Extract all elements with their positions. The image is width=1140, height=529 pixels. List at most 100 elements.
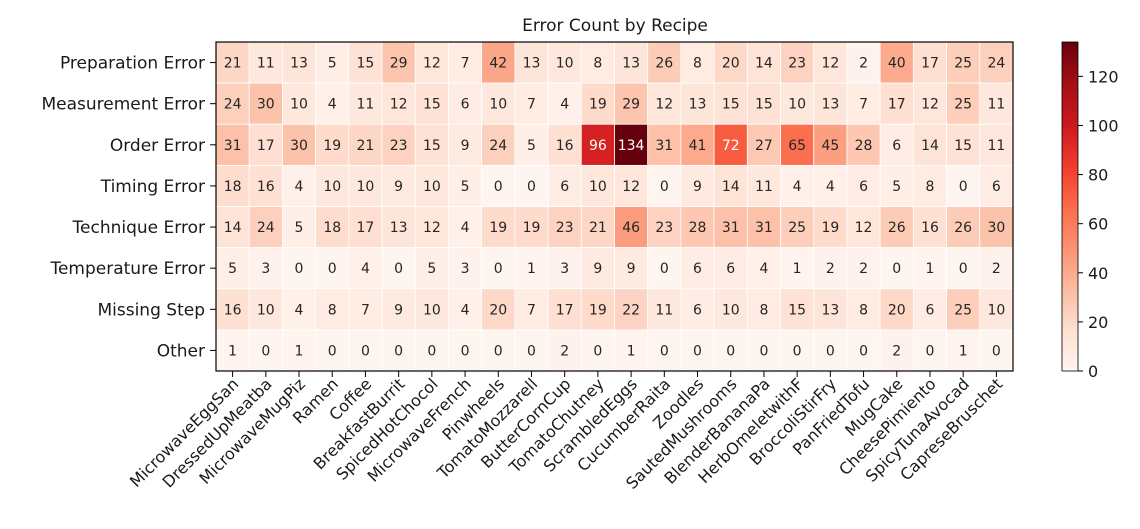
cell-value-label: 13 (290, 56, 308, 72)
cell-value-label: 9 (693, 179, 702, 195)
heatmap-cell (780, 41, 815, 84)
cell-value-label: 0 (660, 343, 669, 359)
colorbar (1061, 41, 1079, 372)
heatmap-cell (215, 41, 250, 84)
heatmap-cell (282, 288, 317, 331)
heatmap-cell (946, 206, 981, 249)
cell-value-label: 11 (987, 97, 1005, 113)
cell-value-label: 72 (722, 138, 740, 154)
cell-value-label: 9 (394, 302, 403, 318)
cell-value-label: 28 (689, 220, 707, 236)
cell-value-label: 8 (328, 302, 337, 318)
cell-value-label: 25 (954, 302, 972, 318)
heatmap-cell (414, 288, 449, 331)
heatmap-cell (215, 247, 250, 290)
cell-value-label: 8 (593, 56, 602, 72)
cell-value-label: 4 (759, 261, 768, 277)
heatmap-cell (282, 82, 317, 125)
heatmap-cell (215, 164, 250, 207)
cell-value-label: 10 (722, 302, 740, 318)
cell-value-label: 10 (556, 56, 574, 72)
heatmap-cell (912, 247, 947, 290)
heatmap-cell (381, 164, 416, 207)
heatmap-cell (946, 41, 981, 84)
heatmap-cell (547, 329, 582, 372)
colorbar-tick-label: 20 (1088, 313, 1108, 332)
cell-value-label: 0 (328, 261, 337, 277)
heatmap-cell (713, 123, 748, 166)
heatmap-cell (879, 41, 914, 84)
cell-value-label: 17 (921, 56, 939, 72)
heatmap-cell (713, 164, 748, 207)
cell-value-label: 16 (921, 220, 939, 236)
cell-value-label: 9 (627, 261, 636, 277)
cell-value-label: 2 (826, 261, 835, 277)
heatmap-cell (315, 82, 350, 125)
row-labels: Preparation Error Measurement Error Order … (41, 54, 216, 361)
cell-value-label: 7 (361, 302, 370, 318)
cell-value-label: 14 (722, 179, 740, 195)
heatmap-cell (448, 206, 483, 249)
cell-value-label: 25 (954, 97, 972, 113)
row-label: Measurement Error (41, 95, 205, 115)
row-label: Technique Error (72, 218, 205, 238)
colorbar-tick-label: 120 (1088, 67, 1119, 86)
cell-value-label: 0 (959, 261, 968, 277)
heatmap-cell (348, 123, 383, 166)
cell-value-label: 6 (693, 302, 702, 318)
cell-value-label: 17 (556, 302, 574, 318)
row-label: Timing Error (100, 177, 205, 197)
cell-value-label: 18 (323, 220, 341, 236)
cell-value-label: 2 (859, 56, 868, 72)
heatmap-cell (879, 123, 914, 166)
heatmap-cell (979, 123, 1014, 166)
cell-value-label: 31 (755, 220, 773, 236)
cell-value-label: 6 (560, 179, 569, 195)
cell-value-label: 3 (461, 261, 470, 277)
cell-value-label: 4 (793, 179, 802, 195)
cell-value-label: 0 (394, 343, 403, 359)
cell-value-label: 15 (423, 97, 441, 113)
cell-value-label: 7 (461, 56, 470, 72)
heatmap-cell (879, 329, 914, 372)
heatmap-cell (547, 288, 582, 331)
heatmap-cell (713, 206, 748, 249)
colorbar-tick-label: 0 (1088, 362, 1098, 381)
heatmap-cell (348, 82, 383, 125)
cell-value-label: 31 (655, 138, 673, 154)
cell-value-label: 2 (859, 261, 868, 277)
cell-value-label: 6 (926, 302, 935, 318)
cell-value-label: 0 (394, 261, 403, 277)
heatmap-cell (414, 247, 449, 290)
cell-value-label: 13 (821, 302, 839, 318)
cell-value-label: 0 (793, 343, 802, 359)
heatmap-cell (215, 123, 250, 166)
heatmap-cell (414, 123, 449, 166)
cell-value-label: 19 (589, 97, 607, 113)
cell-value-label: 13 (523, 56, 541, 72)
cell-value-label: 0 (593, 343, 602, 359)
cell-value-label: 15 (357, 56, 375, 72)
cell-value-label: 45 (821, 138, 839, 154)
cell-value-label: 15 (722, 97, 740, 113)
cell-value-label: 19 (589, 302, 607, 318)
heatmap-cell (547, 123, 582, 166)
cell-value-label: 42 (489, 56, 507, 72)
heatmap-cell (248, 247, 283, 290)
cell-value-label: 5 (328, 56, 337, 72)
colorbar-tick-label: 60 (1088, 215, 1108, 234)
heatmap-cell (282, 206, 317, 249)
heatmap-cell (813, 41, 848, 84)
cell-value-label: 13 (821, 97, 839, 113)
chart-title: Error Count by Recipe (522, 16, 708, 36)
cell-value-label: 30 (987, 220, 1005, 236)
cell-value-label: 10 (489, 97, 507, 113)
heatmap-cell (248, 164, 283, 207)
heatmap-cell (580, 82, 615, 125)
cell-value-label: 31 (722, 220, 740, 236)
heatmap-cell (348, 329, 383, 372)
cell-value-label: 0 (926, 343, 935, 359)
cell-value-label: 9 (593, 261, 602, 277)
heatmap-cell (315, 288, 350, 331)
heatmap-cell (780, 247, 815, 290)
